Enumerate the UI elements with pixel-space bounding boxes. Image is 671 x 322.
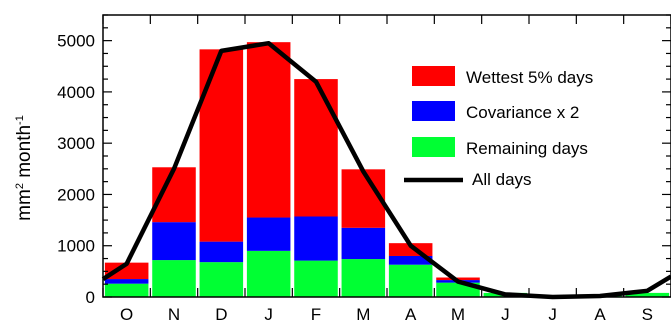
x-tick-label-5: M — [356, 305, 370, 322]
y-tick-label-3000: 3000 — [57, 134, 95, 153]
x-tick-label-1: N — [168, 305, 180, 322]
x-tick-label-9: J — [548, 305, 557, 322]
legend-label-all-days: All days — [472, 170, 532, 189]
x-tick-label-7: M — [451, 305, 465, 322]
bar-wettest-5-days-4 — [294, 79, 338, 217]
bar-covariance-x-2-6 — [388, 255, 433, 265]
x-tick-label-2: D — [215, 305, 227, 322]
bar-covariance-x-2-5 — [341, 227, 386, 260]
bar-wettest-5-days-5 — [341, 169, 386, 228]
bar-covariance-x-2-2 — [199, 241, 244, 263]
bar-wettest-5-days-2 — [199, 49, 244, 242]
bar-remaining-days-1 — [152, 260, 196, 297]
line-all-days — [101, 40, 671, 300]
bar-covariance-x-2-3 — [246, 217, 291, 251]
legend-swatch-covariance-x-2 — [412, 101, 455, 121]
legend-label-wettest-5-days: Wettest 5% days — [466, 68, 593, 87]
y-tick-label-5000: 5000 — [57, 32, 95, 51]
legend: Wettest 5% days Covariance x 2 Remaining d… — [404, 66, 593, 189]
y-tick-label-4000: 4000 — [57, 83, 95, 102]
bar-covariance-x-2-4 — [294, 216, 338, 261]
bar-remaining-days-6 — [388, 264, 433, 297]
y-tick-label-1000: 1000 — [57, 237, 95, 256]
y-tick-label-2000: 2000 — [57, 185, 95, 204]
bar-remaining-days-5 — [341, 259, 386, 297]
bar-remaining-days-0 — [104, 283, 149, 297]
x-tick-label-11: S — [642, 305, 653, 322]
x-tick-label-0: O — [120, 305, 133, 322]
legend-swatch-remaining-days — [412, 137, 455, 157]
x-tick-label-3: J — [264, 305, 273, 322]
x-tick-label-4: F — [311, 305, 321, 322]
x-tick-label-8: J — [501, 305, 510, 322]
bar-remaining-days-4 — [294, 260, 338, 297]
x-tick-label-10: A — [594, 305, 606, 322]
bar-covariance-x-2-1 — [152, 222, 196, 261]
line-layer — [101, 40, 671, 300]
y-axis-label: mm2 month-1 — [14, 115, 35, 221]
legend-label-covariance-x-2: Covariance x 2 — [466, 103, 579, 122]
bar-remaining-days-2 — [199, 262, 244, 297]
bar-covariance-x-2-0 — [104, 279, 149, 284]
bar-wettest-5-days-3 — [246, 42, 291, 218]
legend-swatch-wettest-5-days — [412, 66, 455, 86]
bar-remaining-days-3 — [246, 250, 291, 297]
bar-wettest-5-days-0 — [104, 262, 149, 280]
axis-ticks — [102, 14, 671, 298]
x-tick-label-6: A — [405, 305, 417, 322]
bar-remaining-days-11 — [625, 292, 670, 297]
legend-label-remaining-days: Remaining days — [466, 139, 588, 158]
y-tick-labels: 0 1000 2000 3000 4000 5000 — [57, 32, 95, 307]
y-tick-label-0: 0 — [86, 288, 95, 307]
